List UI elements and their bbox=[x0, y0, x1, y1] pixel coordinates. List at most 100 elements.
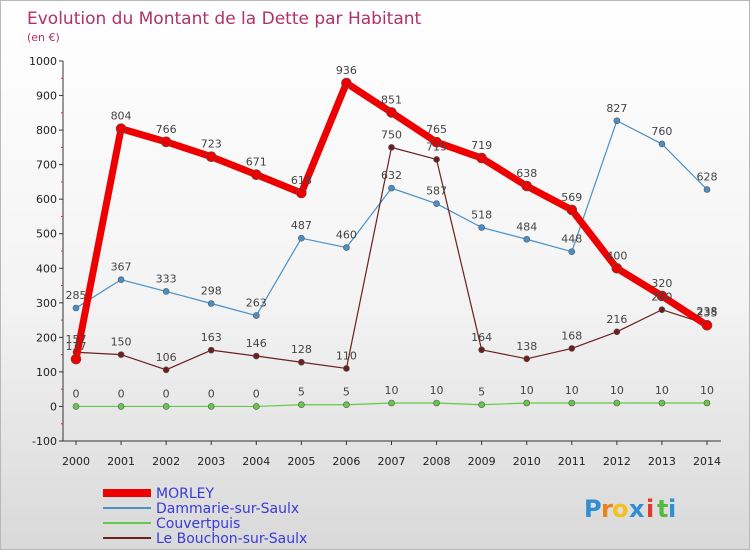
data-label: 238 bbox=[697, 305, 718, 318]
data-label: 10 bbox=[700, 384, 714, 397]
data-label: 5 bbox=[478, 386, 485, 399]
data-label: 285 bbox=[66, 289, 87, 302]
data-point bbox=[343, 401, 350, 409]
data-label: 484 bbox=[516, 220, 537, 233]
x-tick-label: 2014 bbox=[693, 455, 721, 468]
data-label: 163 bbox=[201, 331, 222, 344]
data-point bbox=[568, 399, 576, 407]
x-tick-label: 2012 bbox=[603, 455, 631, 468]
data-point bbox=[298, 401, 305, 409]
data-label: 150 bbox=[111, 336, 132, 349]
data-label: 0 bbox=[73, 387, 80, 400]
x-tick-label: 2009 bbox=[468, 455, 496, 468]
y-tick-label: 0 bbox=[50, 400, 57, 413]
data-label: 671 bbox=[246, 156, 267, 169]
data-label: 715 bbox=[426, 140, 447, 153]
data-point bbox=[478, 401, 485, 409]
data-label: 137 bbox=[66, 340, 87, 353]
data-label: 518 bbox=[471, 209, 492, 222]
data-label: 164 bbox=[471, 331, 492, 344]
data-label: 936 bbox=[336, 64, 357, 77]
data-point bbox=[298, 234, 305, 242]
data-point bbox=[433, 200, 440, 207]
data-point bbox=[523, 399, 531, 407]
y-tick-label: 800 bbox=[36, 124, 57, 137]
data-point bbox=[70, 353, 82, 365]
data-label: 628 bbox=[697, 171, 718, 184]
series-layer bbox=[70, 77, 713, 410]
data-label: 333 bbox=[156, 272, 177, 285]
data-label: 0 bbox=[118, 387, 125, 400]
y-tick-label: -100 bbox=[32, 435, 57, 448]
data-point bbox=[478, 224, 485, 231]
y-tick-label: 300 bbox=[36, 297, 57, 310]
data-point bbox=[613, 117, 621, 125]
data-point bbox=[117, 276, 125, 283]
data-point bbox=[252, 312, 260, 319]
x-tick-label: 2003 bbox=[197, 455, 225, 468]
data-point bbox=[613, 399, 621, 407]
data-label: 448 bbox=[561, 233, 582, 246]
x-tick-label: 2013 bbox=[648, 455, 676, 468]
data-point bbox=[521, 180, 533, 192]
data-point bbox=[476, 152, 487, 164]
data-point bbox=[207, 346, 215, 354]
data-point bbox=[162, 366, 170, 374]
data-point bbox=[296, 187, 307, 199]
data-label: 0 bbox=[208, 387, 215, 400]
data-point bbox=[658, 306, 666, 314]
data-label: 766 bbox=[156, 123, 177, 136]
data-point bbox=[703, 399, 711, 407]
data-point bbox=[343, 244, 350, 251]
x-tick-label: 2007 bbox=[378, 455, 406, 468]
data-label: 719 bbox=[471, 139, 492, 152]
data-point bbox=[703, 186, 711, 193]
data-label: 400 bbox=[606, 249, 627, 262]
data-point bbox=[388, 399, 395, 407]
data-point bbox=[115, 123, 127, 135]
legend-label: Dammarie-sur-Saulx bbox=[156, 501, 299, 517]
data-point bbox=[250, 169, 262, 180]
data-point bbox=[388, 184, 395, 192]
data-point bbox=[207, 403, 215, 410]
data-point bbox=[568, 345, 576, 352]
data-point bbox=[433, 399, 440, 407]
data-label: 10 bbox=[385, 384, 399, 397]
data-label: 168 bbox=[561, 329, 582, 342]
x-tick-label: 2001 bbox=[107, 455, 135, 468]
brand-letter: P bbox=[584, 495, 602, 523]
data-label: 157 bbox=[66, 333, 87, 346]
y-tick-label: 400 bbox=[36, 262, 57, 275]
data-label: 638 bbox=[516, 167, 537, 180]
data-label: 0 bbox=[253, 387, 260, 400]
data-point bbox=[205, 151, 217, 162]
data-point bbox=[658, 399, 666, 407]
data-label: 146 bbox=[246, 337, 267, 350]
data-point bbox=[611, 262, 623, 274]
data-point bbox=[252, 352, 260, 360]
data-point bbox=[478, 346, 485, 354]
axes: -100010020030040050060070080090010002000… bbox=[29, 55, 721, 468]
data-label: 750 bbox=[381, 128, 402, 141]
data-point bbox=[658, 140, 666, 148]
data-label: 10 bbox=[520, 384, 534, 397]
data-label: 723 bbox=[201, 138, 222, 151]
data-label: 10 bbox=[430, 384, 444, 397]
data-point bbox=[656, 290, 668, 302]
data-point bbox=[568, 248, 576, 255]
brand-letter: i bbox=[646, 495, 654, 523]
x-tick-label: 2006 bbox=[332, 455, 360, 468]
data-label: 106 bbox=[156, 351, 177, 364]
data-label: 569 bbox=[561, 191, 582, 204]
data-label: 10 bbox=[565, 384, 579, 397]
data-label: 263 bbox=[246, 297, 267, 310]
data-label: 280 bbox=[651, 291, 672, 304]
data-point bbox=[431, 136, 442, 148]
data-point bbox=[613, 328, 621, 336]
data-point bbox=[341, 77, 352, 89]
data-label: 138 bbox=[516, 340, 537, 353]
data-label: 851 bbox=[381, 93, 402, 106]
y-tick-label: 900 bbox=[36, 90, 57, 103]
data-label: 128 bbox=[291, 343, 312, 356]
